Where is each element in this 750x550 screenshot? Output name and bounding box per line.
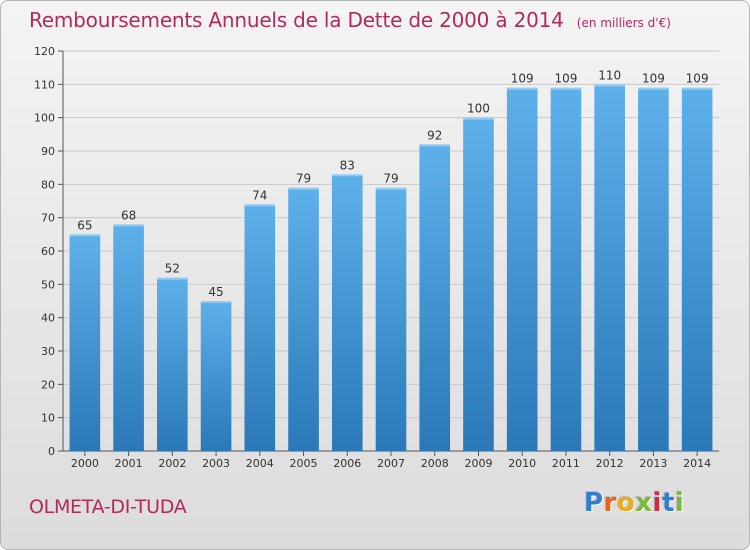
bar-highlight (506, 87, 538, 90)
y-tick-label: 100 (34, 112, 55, 125)
bar-highlight (419, 144, 451, 147)
y-tick-label: 20 (41, 378, 55, 391)
bar-value-label: 74 (252, 188, 267, 202)
y-tick-label: 0 (48, 445, 55, 458)
bar-highlight (638, 87, 669, 90)
bar-highlight (594, 84, 625, 87)
y-tick-label: 90 (41, 145, 55, 158)
bar-value-label: 68 (121, 208, 136, 222)
bar-highlight (681, 87, 713, 90)
x-tick-label: 2011 (552, 457, 580, 470)
y-tick-label: 110 (34, 78, 55, 91)
bar-value-label: 79 (296, 172, 311, 186)
logo-letter: i (674, 488, 685, 518)
x-tick-label: 2002 (158, 457, 186, 470)
x-tick-label: 2008 (421, 457, 449, 470)
x-tick-label: 2014 (683, 457, 711, 470)
logo-letter: r (603, 488, 617, 518)
logo-letter: o (616, 488, 636, 518)
y-tick-label: 80 (41, 178, 55, 191)
proxiti-logo[interactable]: Proxiti (584, 488, 684, 518)
bar (375, 187, 407, 451)
bar-highlight (550, 87, 582, 90)
bar-value-label: 109 (511, 72, 534, 86)
bar (419, 144, 451, 452)
data-labels: 65 2000 68 2001 52 2002 45 2003 74 2004 79 2005 83 20… (71, 68, 711, 470)
bar (681, 87, 713, 452)
bar-highlight (69, 234, 101, 237)
bar-highlight (375, 187, 407, 190)
y-tick-label: 60 (41, 245, 55, 258)
y-tick-label: 70 (41, 212, 55, 225)
bar (113, 224, 144, 451)
logo-letter: x (635, 488, 653, 518)
bar (288, 187, 319, 451)
bars (69, 84, 713, 452)
y-tick-label: 50 (41, 278, 55, 291)
bar-highlight (288, 187, 319, 190)
bar-value-label: 83 (340, 158, 355, 172)
bar-value-label: 52 (165, 262, 180, 276)
bar-value-label: 79 (383, 172, 398, 186)
bar-value-label: 65 (77, 218, 92, 232)
x-tick-label: 2009 (464, 457, 492, 470)
x-tick-label: 2006 (333, 457, 361, 470)
x-tick-label: 2007 (377, 457, 405, 470)
bar (506, 87, 538, 452)
logo-letter: i (652, 488, 662, 518)
chart-unit: (en milliers d'€) (576, 16, 671, 30)
bar (244, 204, 276, 451)
x-tick-label: 2013 (639, 457, 667, 470)
y-tick-label: 10 (41, 412, 55, 425)
bar-value-label: 109 (642, 72, 665, 86)
bar (463, 117, 494, 452)
bar-value-label: 110 (598, 68, 621, 82)
bar-highlight (244, 204, 276, 207)
bar (594, 84, 625, 451)
bar-highlight (200, 301, 232, 303)
bar-value-label: 109 (554, 72, 577, 86)
bar (69, 234, 101, 451)
bar-value-label: 45 (208, 285, 223, 299)
logo-letter: P (584, 488, 604, 518)
commune-name: OLMETA-DI-TUDA (29, 496, 187, 518)
bar-value-label: 100 (467, 102, 490, 116)
x-tick-label: 2000 (71, 457, 99, 470)
bar-highlight (157, 277, 188, 280)
x-tick-label: 2005 (290, 457, 318, 470)
y-tick-label: 120 (34, 45, 55, 58)
bar (157, 277, 188, 451)
x-tick-label: 2001 (115, 457, 143, 470)
chart-title: Remboursements Annuels de la Dette de 20… (29, 8, 564, 32)
bar (331, 174, 363, 452)
x-tick-label: 2010 (508, 457, 536, 470)
bar (550, 87, 582, 452)
bar (638, 87, 669, 452)
logo-letter: t (661, 488, 675, 518)
bar-highlight (463, 117, 494, 120)
bar-highlight (331, 174, 363, 177)
bar (200, 301, 232, 451)
title-block: Remboursements Annuels de la Dette de 20… (29, 8, 671, 32)
bar-value-label: 109 (686, 72, 709, 86)
x-tick-label: 2012 (596, 457, 624, 470)
x-tick-label: 2004 (246, 457, 274, 470)
bar-value-label: 92 (427, 128, 442, 142)
y-tick-label: 30 (41, 345, 55, 358)
bar-highlight (113, 224, 144, 227)
y-tick-label: 40 (41, 312, 55, 325)
x-tick-label: 2003 (202, 457, 230, 470)
